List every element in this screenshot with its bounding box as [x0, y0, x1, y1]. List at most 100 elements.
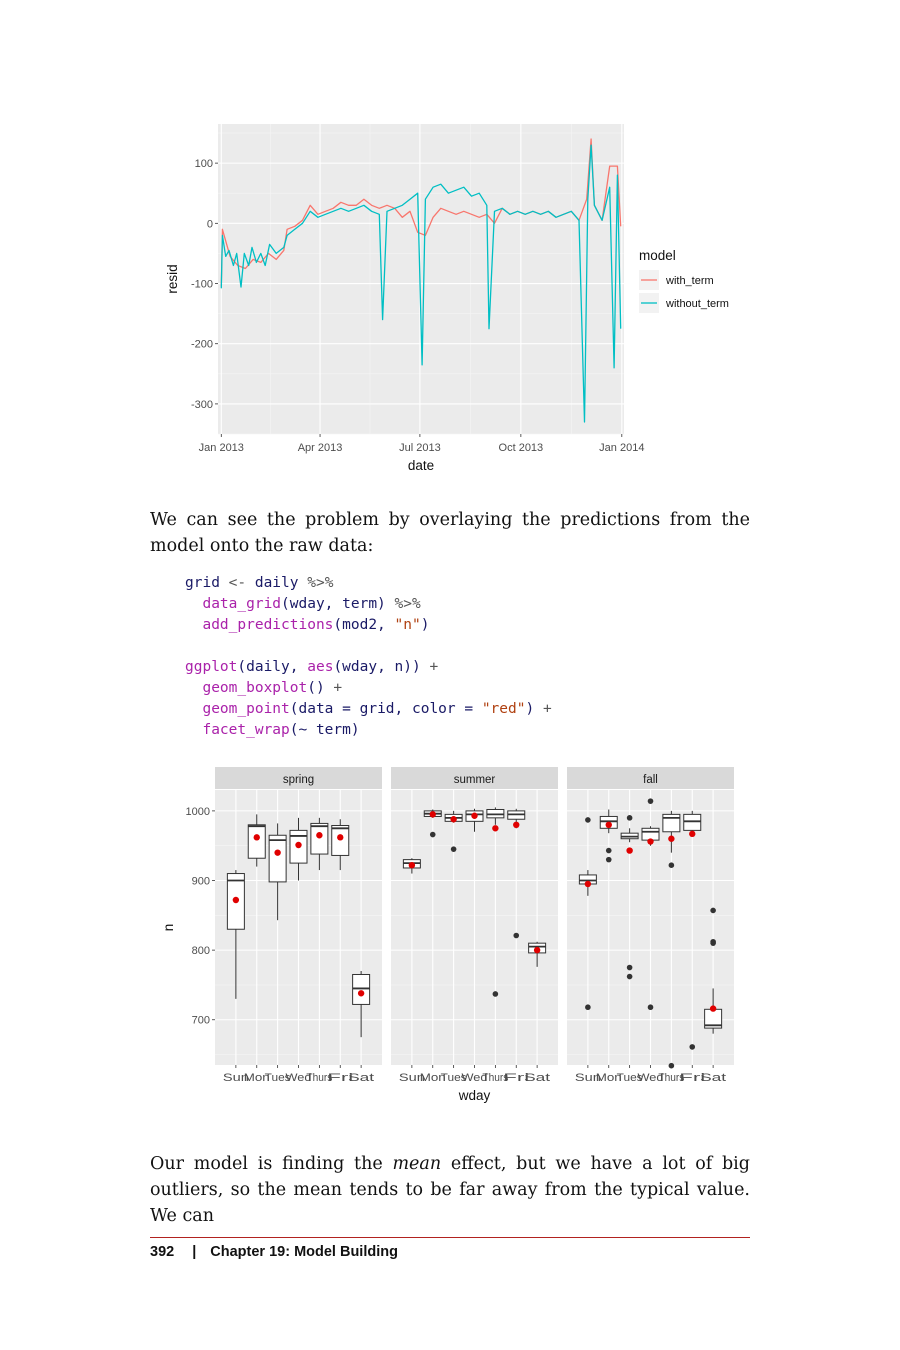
page-footer: 392 | Chapter 19: Model Building: [150, 1244, 398, 1260]
box-outlier-point: [626, 815, 633, 821]
prediction-point: [471, 812, 478, 819]
footer-rule: [150, 1237, 750, 1238]
boxplot-facet-chart-svg: 7008009001000springSunMonTuesWedThursFri…: [161, 767, 734, 1103]
prediction-point: [689, 830, 696, 838]
resid-line-chart: 100 0 -100 -200 -300 Jan 2013 Apr 2013 Jul 2013…: [150, 110, 760, 480]
code-token: +: [420, 659, 439, 675]
y-tick-label: -100: [191, 279, 213, 291]
prediction-point: [316, 832, 323, 839]
code-token: (mod2,: [333, 617, 395, 633]
box-iqr: [352, 973, 371, 1005]
box-outlier-point: [710, 940, 716, 946]
x-tick-label: Sat: [700, 1072, 726, 1084]
box-outlier-point: [585, 1004, 591, 1011]
code-token: %>%: [385, 596, 421, 612]
code-token: (daily,: [237, 659, 308, 675]
box-outlier-point: [710, 907, 716, 914]
x-tick-label: Wed: [638, 1072, 664, 1084]
prediction-point: [533, 946, 541, 954]
y-tick-label: 0: [207, 218, 213, 230]
box-outlier-point: [668, 1062, 675, 1069]
code-token: ggplot: [185, 659, 238, 675]
x-tick-label: Mon: [596, 1072, 622, 1084]
legend-label: without_term: [665, 298, 729, 310]
code-block: grid <- daily %>% data_grid(wday, term) …: [185, 573, 745, 741]
x-axis-title: wday: [458, 1088, 491, 1103]
code-token: <-: [219, 575, 255, 591]
box-outlier-point: [626, 973, 633, 980]
page-number: 392: [150, 1244, 175, 1260]
prediction-point: [709, 1005, 717, 1012]
prediction-point: [605, 821, 612, 829]
prediction-point: [450, 816, 457, 823]
paragraph-text: effect, but we have a lot of big outlier…: [150, 1154, 750, 1226]
facet-strip-label: spring: [283, 774, 314, 786]
prediction-point: [626, 847, 633, 854]
box-iqr: [247, 824, 266, 859]
code-token: daily: [254, 575, 299, 591]
facet-strip: [567, 767, 734, 789]
x-tick-label: Wed: [286, 1072, 312, 1084]
code-token: +: [324, 680, 343, 696]
prediction-point: [357, 990, 365, 997]
x-tick-label: Sun: [399, 1072, 425, 1084]
code-token: geom_boxplot: [185, 680, 308, 696]
prediction-point: [584, 880, 592, 888]
x-tick-label: Sat: [348, 1072, 374, 1084]
footer-separator: |: [192, 1244, 197, 1260]
code-token: (wday, term): [281, 596, 386, 612]
code-token: add_predictions: [185, 617, 334, 633]
legend-label: with_term: [665, 275, 714, 287]
facet-strip-label: fall: [643, 774, 658, 786]
prediction-point: [668, 835, 675, 842]
x-axis-title: date: [408, 458, 434, 473]
box-outlier-point: [585, 817, 591, 823]
resid-line-chart-svg: 100 0 -100 -200 -300 Jan 2013 Apr 2013 Jul 2013…: [165, 124, 729, 473]
code-token: (data = grid, color =: [289, 701, 482, 717]
boxplot-facet-chart: 700 800 900 1000 spring Sun Mon Tues Wed Thurs Fri…: [150, 760, 750, 1120]
x-tick-label: Fri: [503, 1072, 529, 1084]
y-tick-label: 1000: [186, 806, 210, 818]
box-outlier-point: [605, 847, 612, 854]
legend-title: model: [639, 248, 676, 263]
code-token: "red": [481, 701, 526, 717]
chapter-title: Chapter 19: Model Building: [210, 1244, 398, 1260]
box-iqr: [268, 834, 287, 883]
code-token: %>%: [298, 575, 334, 591]
series-line-without_term: [220, 144, 622, 423]
code-token: geom_point: [185, 701, 290, 717]
x-tick-label: Sat: [524, 1072, 550, 1084]
x-tick-label: Apr 2013: [298, 442, 343, 454]
box-outlier-point: [626, 964, 633, 971]
code-token: ): [420, 617, 430, 633]
code-token: ): [525, 701, 535, 717]
y-tick-label: 100: [195, 158, 213, 170]
code-token: (): [307, 680, 325, 696]
x-tick-label: Tues: [265, 1072, 292, 1084]
box-outlier-point: [647, 798, 654, 804]
code-token: (wday, n)): [333, 659, 421, 675]
prediction-point: [408, 861, 416, 869]
x-tick-label: Tues: [617, 1072, 644, 1084]
box-outlier-point: [429, 831, 436, 838]
code-token: grid: [185, 575, 220, 591]
box-outlier-point: [492, 991, 499, 997]
box-outlier-point: [668, 862, 675, 868]
paragraph-text: Our model is finding the: [150, 1154, 393, 1174]
x-tick-label: Oct 2013: [499, 442, 544, 454]
y-tick-label: 700: [192, 1015, 210, 1027]
x-tick-label: Fri: [679, 1072, 705, 1084]
box-iqr: [683, 813, 702, 831]
facet-strip-label: summer: [454, 774, 496, 786]
y-tick-label: -200: [191, 339, 213, 351]
x-tick-label: Fri: [327, 1072, 353, 1084]
prediction-point: [232, 896, 240, 904]
prediction-point: [295, 841, 302, 849]
code-token: "n": [394, 617, 421, 633]
facet-strip: [391, 767, 558, 789]
code-token: (~ term): [289, 722, 360, 738]
box-outlier-point: [513, 932, 520, 939]
prediction-point: [274, 849, 281, 856]
x-tick-label: Thurs: [482, 1072, 508, 1084]
